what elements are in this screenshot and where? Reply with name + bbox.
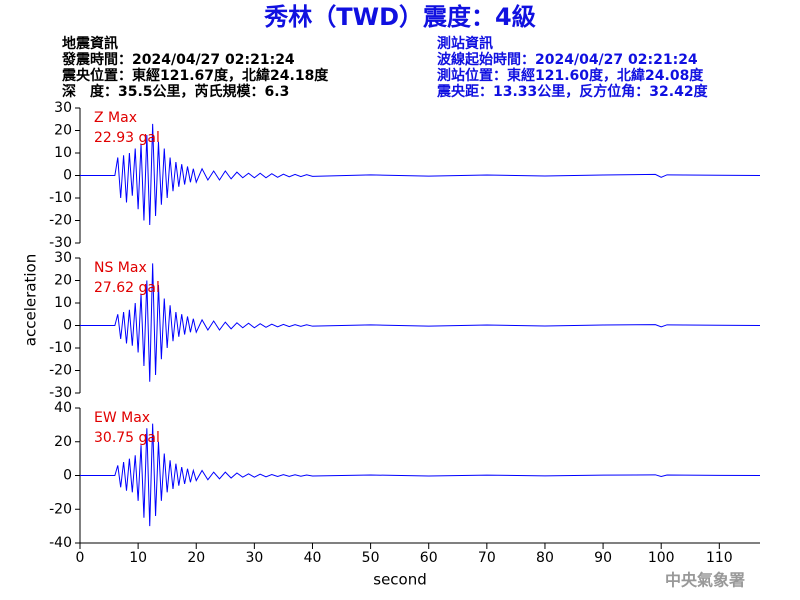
x-tick-label: 10	[129, 550, 147, 566]
chart-title: 秀林（TWD）震度：4級	[263, 3, 535, 31]
x-axis-label: second	[373, 571, 427, 589]
y-tick-label: -20	[49, 213, 72, 229]
x-tick-label: 60	[420, 550, 438, 566]
y-tick-label: 20	[54, 123, 72, 139]
y-tick-label: 30	[54, 100, 72, 116]
y-tick-label: -30	[49, 385, 72, 401]
x-tick-label: 70	[478, 550, 496, 566]
x-tick-label: 50	[362, 550, 380, 566]
y-tick-label: -10	[49, 190, 72, 206]
y-tick-label: -40	[49, 535, 72, 551]
info-left: 震央位置：東經121.67度，北緯24.18度	[61, 67, 329, 84]
y-tick-label: 10	[54, 145, 72, 161]
info-right: 測站資訊	[437, 35, 493, 52]
channel-name: EW Max	[94, 410, 150, 426]
waveform	[80, 263, 761, 382]
peak-label: 30.75 gal	[94, 430, 160, 446]
y-axis-label: acceleration	[22, 254, 40, 346]
y-tick-label: -20	[49, 501, 72, 517]
info-left: 地震資訊	[62, 35, 118, 52]
y-tick-label: -10	[49, 340, 72, 356]
waveform	[80, 123, 761, 226]
info-right: 震央距：13.33公里，反方位角：32.42度	[436, 83, 709, 100]
y-tick-label: -20	[49, 363, 72, 379]
y-tick-label: 0	[63, 168, 72, 184]
y-tick-label: 0	[63, 318, 72, 334]
channel-name: NS Max	[94, 260, 147, 276]
y-tick-label: -30	[49, 235, 72, 251]
info-right: 測站位置：東經121.60度，北緯24.08度	[437, 67, 704, 84]
x-tick-label: 20	[187, 550, 205, 566]
x-tick-label: 0	[76, 550, 85, 566]
y-tick-label: 0	[63, 468, 72, 484]
channel-name: Z Max	[94, 110, 137, 126]
x-tick-label: 80	[536, 550, 554, 566]
y-tick-label: 10	[54, 295, 72, 311]
x-tick-label: 100	[648, 550, 675, 566]
info-right: 波線起始時間：2024/04/27 02:21:24	[437, 51, 698, 68]
info-left: 深 度：35.5公里，芮氏規模：6.3	[62, 83, 289, 100]
info-left: 發震時間：2024/04/27 02:21:24	[61, 51, 295, 68]
peak-label: 27.62 gal	[94, 280, 160, 296]
y-tick-label: 30	[54, 250, 72, 266]
x-tick-label: 30	[245, 550, 263, 566]
x-tick-label: 110	[706, 550, 733, 566]
footer: 中央氣象署	[665, 571, 745, 590]
y-tick-label: 20	[54, 434, 72, 450]
peak-label: 22.93 gal	[94, 130, 160, 146]
waveform	[80, 423, 761, 527]
x-tick-label: 90	[594, 550, 612, 566]
y-tick-label: 40	[54, 400, 72, 416]
x-tick-label: 40	[304, 550, 322, 566]
y-tick-label: 20	[54, 273, 72, 289]
